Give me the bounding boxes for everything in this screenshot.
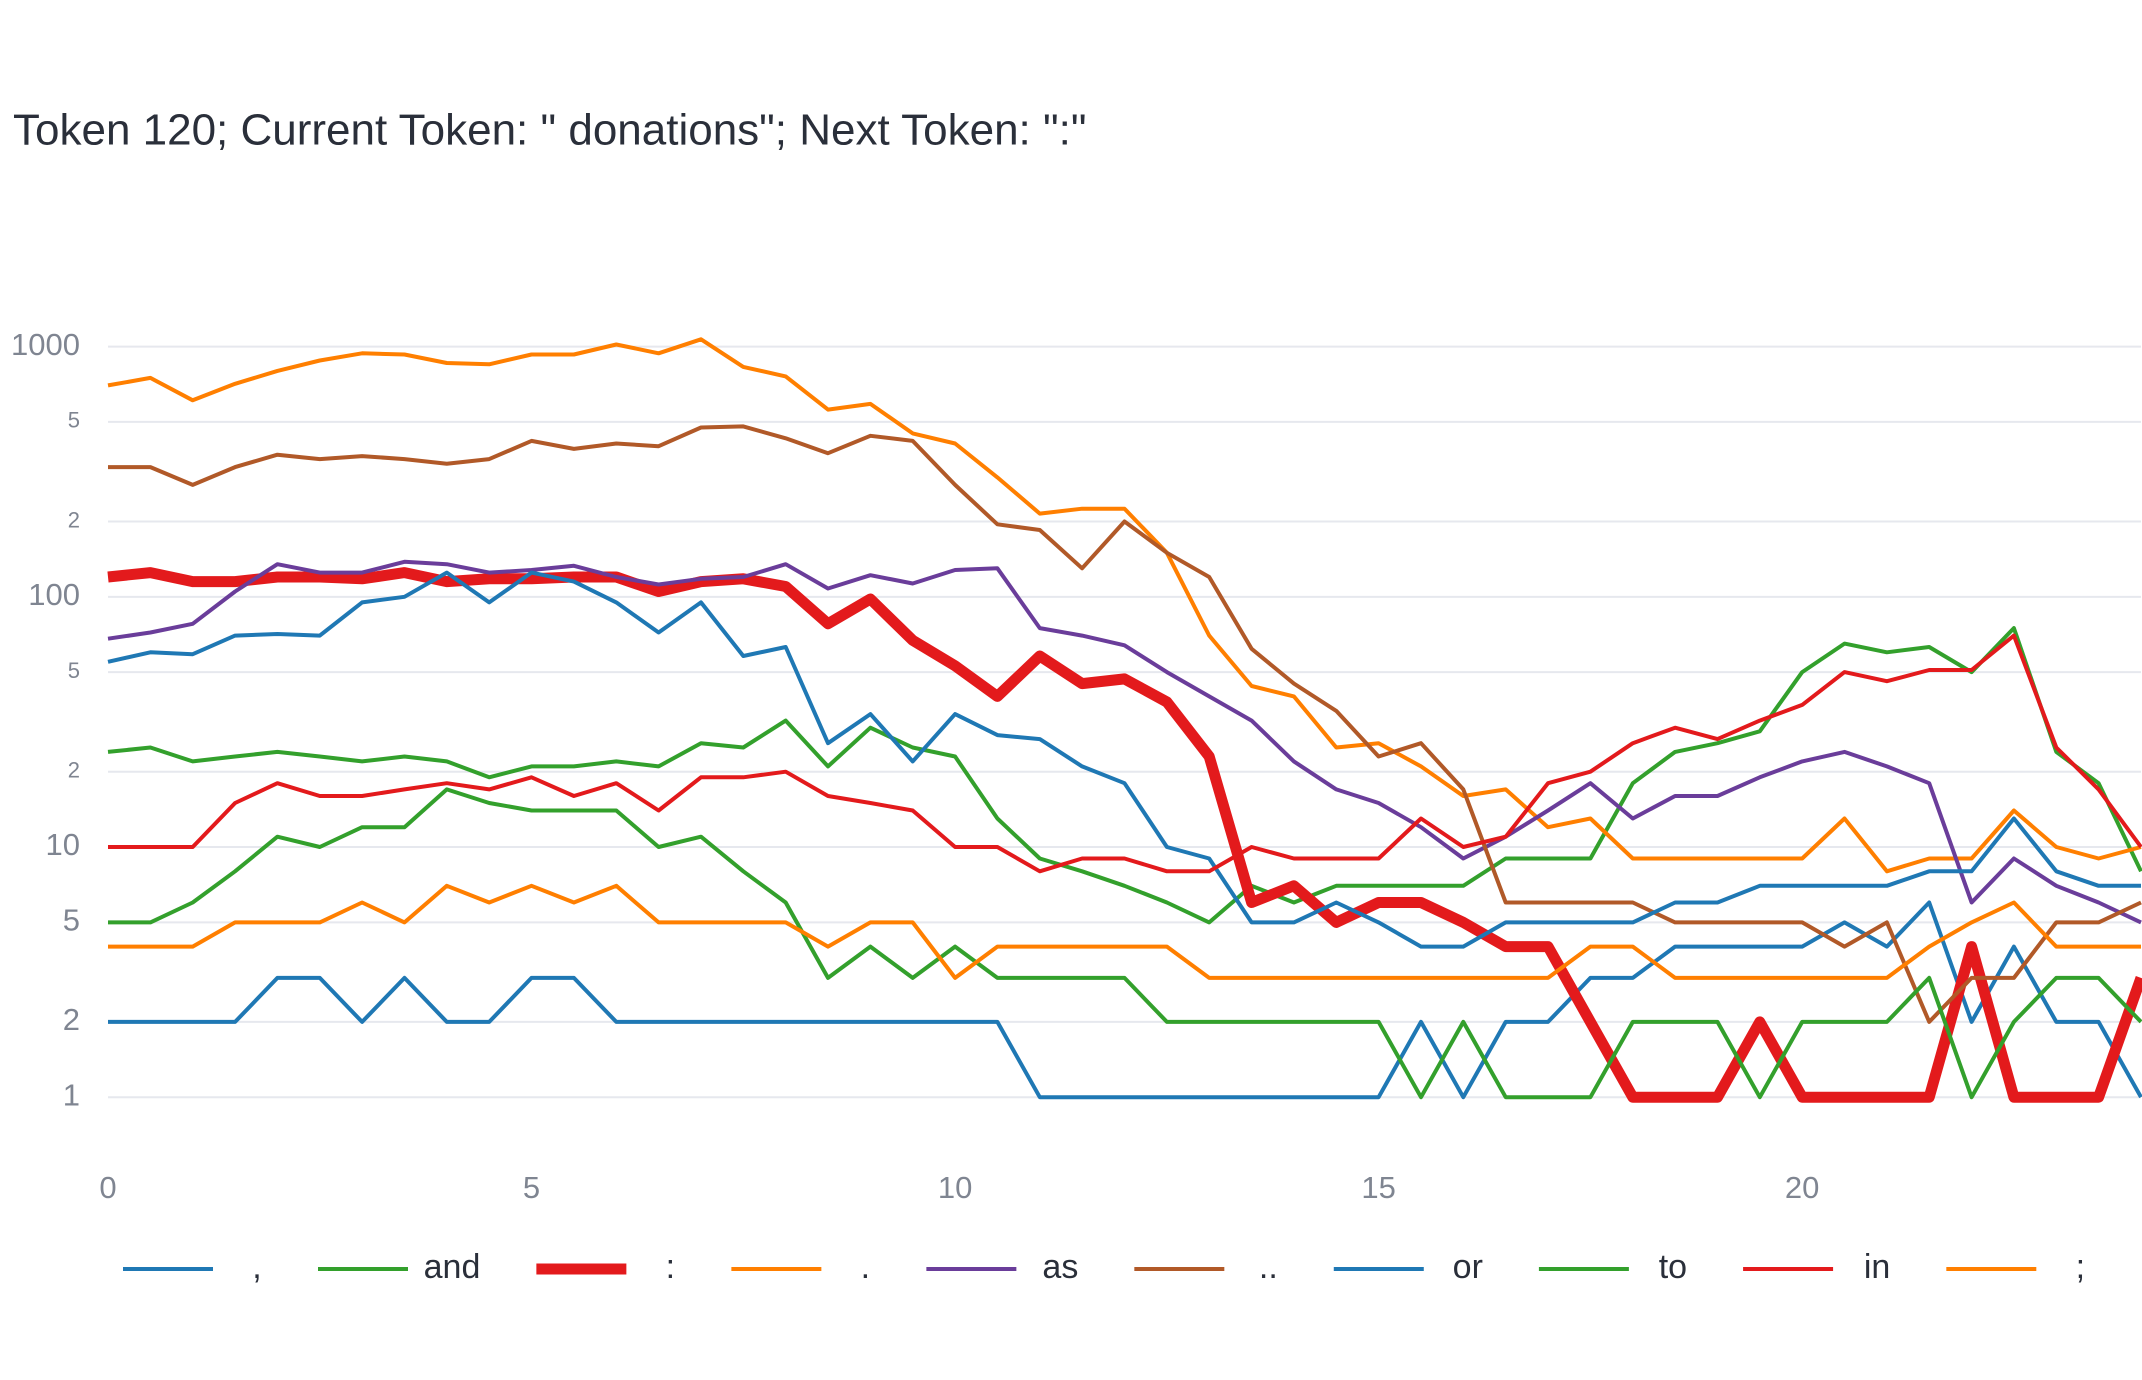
y-tick-label: 2 [68,507,80,532]
y-tick-label: 10 [46,827,80,862]
y-tick-label: 5 [68,658,80,683]
legend-label: : [666,1248,675,1286]
legend-label: as [1042,1248,1078,1286]
legend-label: to [1659,1248,1687,1286]
series-line [108,633,2142,874]
plot-area [107,337,2142,1103]
legend-label: and [424,1248,481,1286]
y-tick-label: 5 [68,408,80,433]
axes: 1 2 5 10 2 5 100 2 5 1000 0 5 10 15 20 [11,327,1819,1205]
series-line [107,626,2142,925]
series-line [107,337,2142,874]
series-line [107,567,2142,1103]
legend: , and:. as.. or to in; [123,1248,2085,1286]
series-line [108,900,2142,1100]
y-tick-label: 1 [63,1077,80,1112]
x-tick-label: 0 [99,1170,116,1205]
x-tick-label: 5 [523,1170,540,1205]
x-tick-label: 10 [938,1170,972,1205]
y-tick-label: 2 [63,1002,80,1037]
legend-label: ; [2076,1248,2085,1286]
chart-title: Token 120; Current Token: " donations"; … [13,106,1086,155]
series-line [107,570,2141,949]
legend-label: in [1864,1248,1890,1286]
y-tick-label: 100 [28,577,80,612]
legend-label: , [252,1248,261,1286]
legend-label: . [861,1248,870,1286]
series-line [107,559,2142,925]
y-tick-label: 1000 [11,327,80,362]
series-line [108,787,2142,1100]
x-tick-label: 15 [1361,1170,1395,1205]
x-tick-label: 20 [1785,1170,1819,1205]
y-tick-label: 2 [68,758,80,783]
legend-label: or [1453,1248,1483,1286]
legend-label: .. [1259,1248,1278,1286]
series-line [108,883,2141,980]
series-line [108,424,2142,1024]
y-tick-label: 5 [63,903,80,938]
